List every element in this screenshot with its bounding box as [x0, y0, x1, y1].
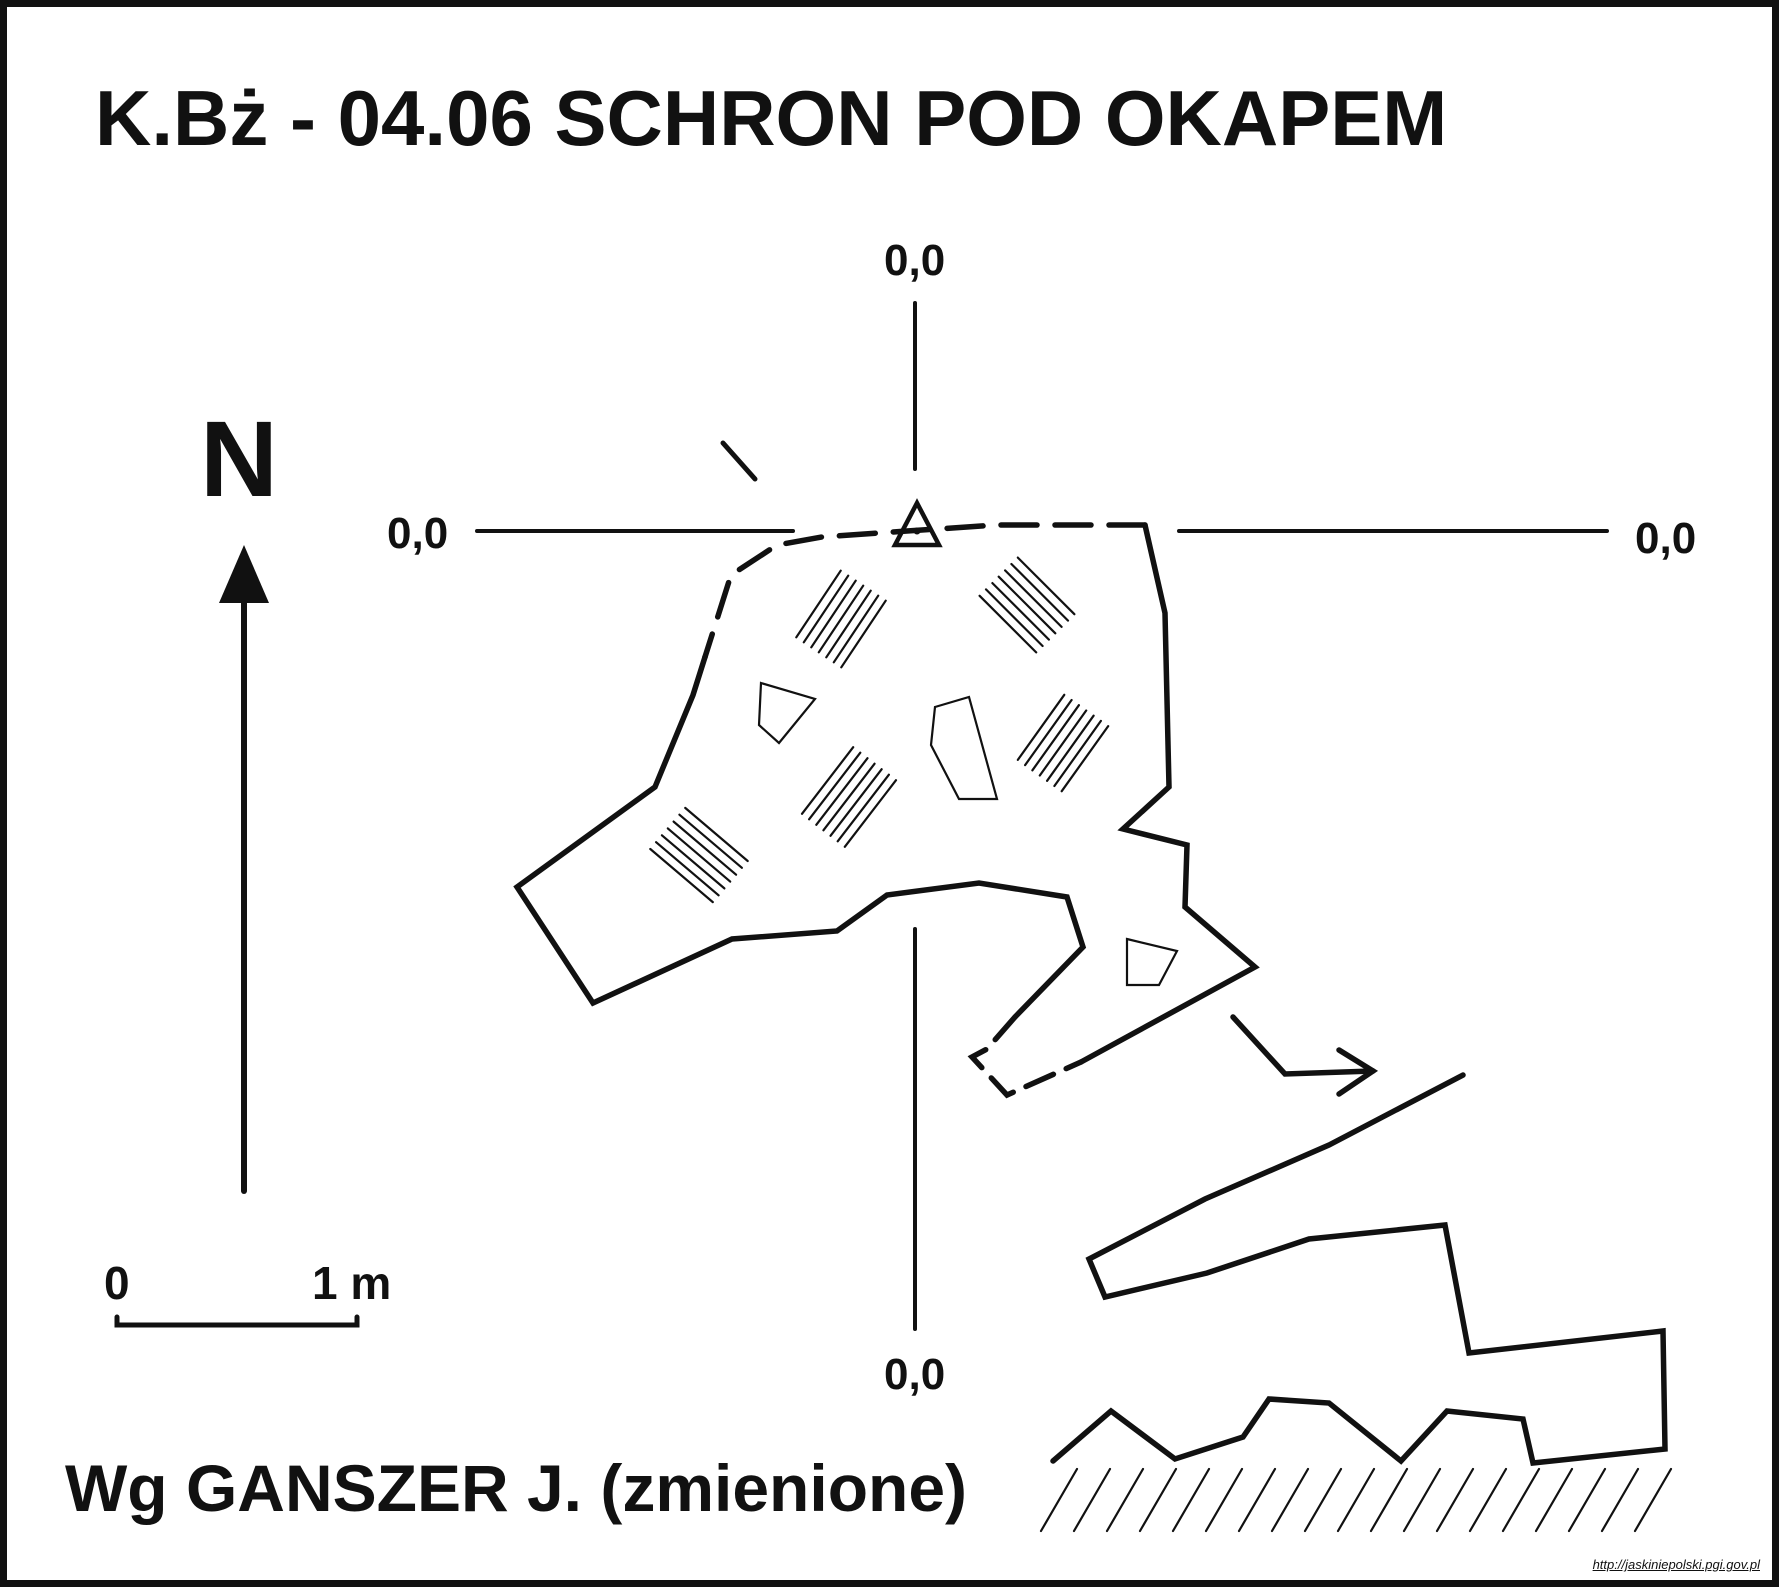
- cave-wall-west: [513, 654, 1087, 1020]
- cliff-hatch-stroke: [1567, 1467, 1607, 1533]
- cave-wall-east: [1078, 522, 1260, 1065]
- map-title: K.Bż - 04.06 SCHRON POD OKAPEM: [95, 74, 1448, 162]
- cave-dripline-dashed: [702, 522, 1148, 660]
- source-link[interactable]: http://jaskiniepolski.pgi.gov.pl: [1592, 1557, 1760, 1572]
- scale-bar: [114, 1314, 360, 1328]
- hatch-stroke: [991, 581, 1051, 641]
- coordinate-label-bottom: 0,0: [884, 1350, 946, 1399]
- cave-plan-drawing: [114, 301, 1673, 1533]
- hatch-stroke: [795, 569, 842, 639]
- north-arrow-head: [219, 545, 269, 603]
- hatch-stroke: [1003, 569, 1063, 629]
- hatch-stroke: [817, 584, 865, 654]
- cliff-hatch-stroke: [1633, 1467, 1673, 1533]
- hatch-stroke: [666, 827, 732, 883]
- hatch-stroke: [654, 841, 720, 897]
- dripline-tick: [720, 440, 758, 482]
- hatch-stroke: [1023, 698, 1073, 767]
- cliff-hatch-stroke: [1270, 1467, 1310, 1533]
- hatch-stroke: [1038, 709, 1088, 777]
- hatch-stroke: [1016, 556, 1076, 616]
- cliff-hatch-stroke: [1303, 1467, 1343, 1533]
- hatch-stroke: [832, 594, 880, 664]
- cliff-hatch-stroke: [1039, 1467, 1079, 1533]
- survey-station-triangle-icon: [891, 498, 943, 548]
- cliff-hatch-stroke: [1501, 1467, 1541, 1533]
- cliff-hatch-stroke: [1369, 1467, 1409, 1533]
- hatched-floor-deposit: [649, 556, 1110, 904]
- hatch-stroke: [649, 847, 714, 904]
- hatch-stroke: [843, 779, 898, 848]
- cliff-hatch-stroke: [1600, 1467, 1640, 1533]
- hatch-stroke: [822, 762, 876, 832]
- cliff-hatching: [1039, 1467, 1673, 1533]
- cliff-hatch-stroke: [1336, 1467, 1376, 1533]
- hatch-stroke: [1060, 724, 1110, 793]
- cliff-hatch-stroke: [1171, 1467, 1211, 1533]
- cave-passage-dashed: [967, 1014, 1084, 1099]
- cliff-hatch-stroke: [1237, 1467, 1277, 1533]
- scale-label-zero: 0: [104, 1257, 130, 1309]
- hatch-stroke: [810, 579, 857, 649]
- coordinate-label-top: 0,0: [884, 236, 946, 285]
- cliff-hatch-stroke: [1204, 1467, 1244, 1533]
- cliff-hatch-stroke: [1534, 1467, 1574, 1533]
- hatch-stroke: [672, 820, 738, 876]
- cliff-hatch-stroke: [1468, 1467, 1508, 1533]
- hatch-stroke: [684, 806, 749, 863]
- hatch-stroke: [807, 751, 862, 821]
- cliff-hatch-stroke: [1435, 1467, 1475, 1533]
- exit-arrow-icon: [1230, 1014, 1376, 1077]
- cliff-hatch-stroke: [1105, 1467, 1145, 1533]
- rock-block-icon: [757, 681, 817, 745]
- hatch-stroke: [1053, 719, 1103, 788]
- survey-station-point: [913, 527, 921, 535]
- hatch-stroke: [840, 599, 887, 669]
- author-credit: Wg GANSZER J. (zmienione): [65, 1451, 968, 1525]
- rock-block-icon: [1125, 937, 1179, 987]
- exit-arrow-head: [1336, 1047, 1379, 1097]
- hatch-stroke: [678, 813, 744, 869]
- hatch-stroke: [800, 746, 855, 815]
- rock-block-icon: [929, 695, 999, 801]
- hatch-stroke: [1031, 704, 1081, 772]
- hatch-stroke: [836, 773, 891, 843]
- hatch-stroke: [984, 588, 1044, 648]
- coordinate-label-left: 0,0: [387, 509, 449, 558]
- hatch-stroke: [660, 834, 726, 890]
- north-letter: N: [200, 398, 278, 519]
- hatch-stroke: [815, 757, 869, 826]
- hatch-stroke: [978, 594, 1038, 654]
- cliff-hatch-stroke: [1072, 1467, 1112, 1533]
- hatch-stroke: [1016, 693, 1066, 762]
- rock-outcrop: [1050, 1072, 1668, 1466]
- hatch-stroke: [802, 574, 850, 644]
- cliff-hatch-stroke: [1402, 1467, 1442, 1533]
- hatch-stroke: [829, 768, 883, 837]
- hatch-stroke: [1045, 714, 1095, 782]
- hatch-stroke: [997, 575, 1057, 635]
- hatch-stroke: [825, 589, 872, 659]
- cliff-hatch-stroke: [1138, 1467, 1178, 1533]
- coordinate-label-right: 0,0: [1635, 514, 1697, 563]
- hatch-stroke: [1010, 562, 1070, 622]
- scale-label-one-meter: 1 m: [312, 1257, 392, 1309]
